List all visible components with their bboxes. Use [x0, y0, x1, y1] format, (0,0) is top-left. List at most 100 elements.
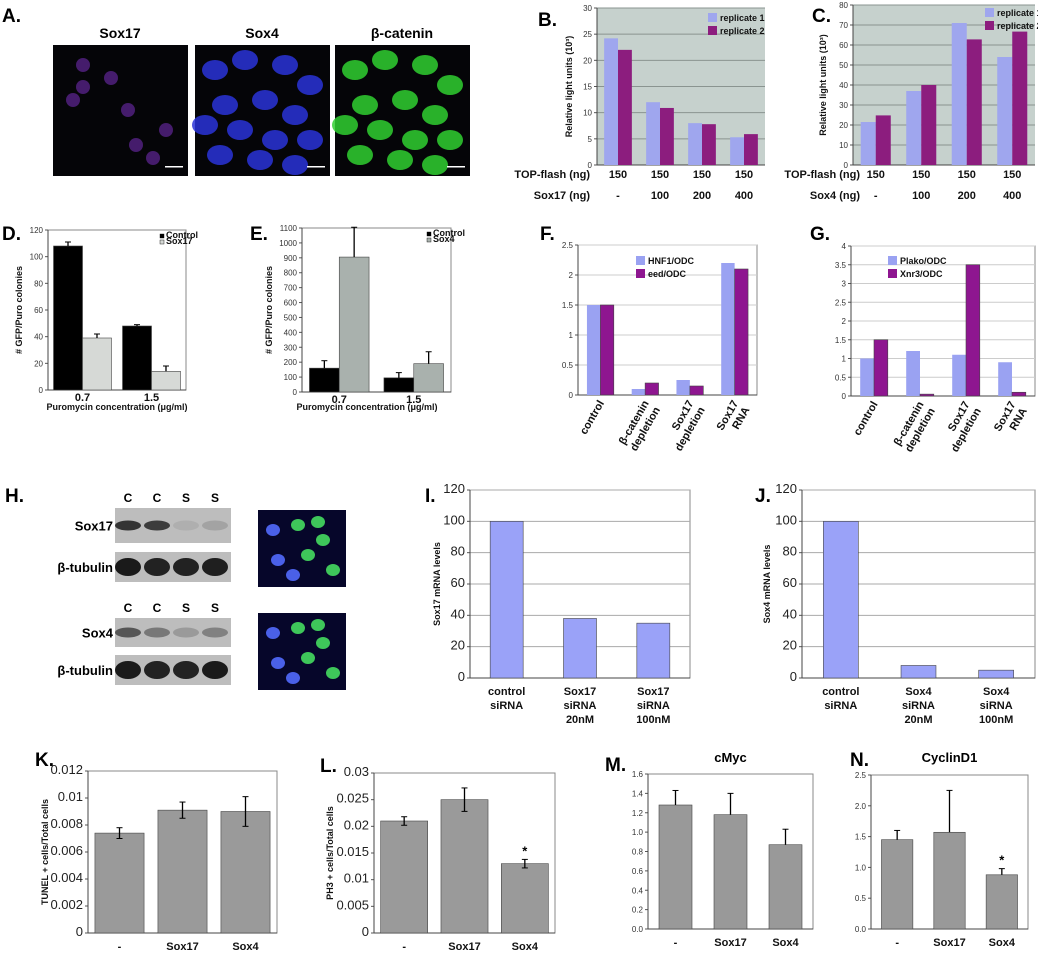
cell — [437, 75, 463, 95]
lane-label: S — [182, 491, 190, 505]
y-tick-label: 1.5 — [855, 833, 867, 842]
cell — [412, 55, 438, 75]
cell — [352, 95, 378, 115]
x-category-label: 0.7 — [332, 394, 347, 406]
cell — [387, 150, 413, 170]
x-category-label: Sox17 — [564, 686, 596, 698]
bar — [631, 389, 646, 395]
y-tick-label: 0 — [588, 161, 593, 170]
panel-label-b: B. — [538, 10, 557, 31]
blot-band — [115, 661, 141, 679]
micrograph-3 — [332, 45, 470, 176]
blot-band — [202, 661, 228, 679]
x-row-value: 150 — [912, 169, 930, 181]
y-tick-label: 60 — [451, 575, 465, 590]
legend-swatch — [636, 269, 645, 278]
x-category-label: 0.7 — [75, 392, 90, 404]
legend-label: replicate 1 — [720, 13, 765, 23]
cell — [121, 103, 135, 117]
bar — [721, 263, 735, 395]
legend-label: Sox4 — [433, 234, 455, 244]
bar — [380, 820, 428, 934]
panel-label-h: H. — [5, 486, 24, 507]
x-row-value: 400 — [1003, 190, 1021, 202]
y-tick-label: 2.5 — [562, 241, 574, 250]
chart-i: 0 20 40 60 80 100 120 control siRNA Sox17 siRNA 20n… — [432, 481, 691, 726]
bar — [676, 380, 690, 395]
cell — [266, 627, 280, 639]
micrograph-1 — [53, 45, 188, 176]
bar — [965, 264, 981, 397]
x-category-label: Sox17depletion — [662, 398, 708, 453]
blot-band — [144, 520, 170, 531]
scale-bar — [165, 166, 183, 168]
cell — [247, 150, 273, 170]
y-tick-label: 0.0 — [855, 925, 867, 934]
x-category-label: - — [118, 941, 122, 953]
x-category-label: Sox4 — [983, 686, 1010, 698]
y-tick-label: 0.025 — [336, 791, 369, 806]
legend-swatch — [159, 239, 165, 245]
panel-label-c: C. — [812, 6, 831, 27]
significance-asterisk: * — [999, 853, 1005, 868]
bar — [906, 91, 922, 165]
micrograph-title: β-catenin — [371, 25, 433, 41]
bar — [151, 371, 181, 391]
bar — [600, 304, 615, 396]
cell — [76, 58, 90, 72]
cell — [297, 130, 323, 150]
blot-label: Sox17 — [75, 519, 113, 534]
x-category-label: - — [674, 937, 678, 949]
cell — [326, 667, 340, 679]
x-category-label: control — [852, 400, 881, 438]
y-tick-label: 0.004 — [50, 870, 83, 885]
bar — [82, 337, 112, 391]
x-category-label: - — [402, 941, 406, 953]
y-axis-label: Sox4 mRNA levels — [762, 545, 772, 624]
bar — [702, 124, 716, 165]
bar — [921, 85, 937, 165]
blot-band — [115, 558, 141, 576]
x-row-value: 100 — [912, 190, 930, 202]
x-category-label: Sox17 — [637, 686, 669, 698]
y-tick-label: 800 — [284, 269, 298, 278]
cell — [311, 619, 325, 631]
legend-swatch — [426, 237, 432, 243]
y-tick-label: 200 — [284, 358, 298, 367]
y-tick-label: 2.5 — [835, 298, 847, 307]
chart-title: CyclinD1 — [922, 750, 978, 765]
cell — [146, 151, 160, 165]
cell — [437, 130, 463, 150]
bar — [875, 115, 891, 165]
x-row-value: - — [616, 190, 620, 202]
blot-label: β-tubulin — [57, 560, 113, 575]
lane-label: S — [182, 601, 190, 615]
y-tick-label: 0.5 — [855, 894, 867, 903]
y-tick-label: 1.5 — [835, 336, 847, 345]
y-tick-label: 120 — [30, 226, 44, 235]
western-blot: β-tubulin — [57, 552, 231, 582]
x-row-label: TOP-flash (ng) — [784, 169, 860, 181]
blot-band — [173, 558, 199, 576]
bar — [978, 669, 1014, 679]
y-tick-label: 0.002 — [50, 897, 83, 912]
lane-label: S — [211, 601, 219, 615]
y-axis-label: TUNEL + cells/Total cells — [40, 799, 50, 905]
y-tick-label: 400 — [284, 328, 298, 337]
blot-band — [202, 520, 228, 531]
chart-k: 0 0.002 0.004 0.006 0.008 0.01 0.012 - Sox17 Sox4… — [40, 762, 278, 953]
cell — [332, 115, 358, 135]
bar — [413, 363, 444, 393]
legend-label: eed/ODC — [648, 269, 687, 279]
bar — [744, 134, 758, 165]
x-axis-label: Puromycin concentration (μg/ml) — [46, 402, 187, 412]
y-axis-label: Relative light units (10³) — [818, 34, 828, 136]
x-category-label: control — [822, 686, 859, 698]
bar — [383, 377, 415, 393]
cell — [316, 534, 330, 546]
y-tick-label: 60 — [839, 41, 848, 50]
bar — [157, 809, 208, 934]
blot-band — [173, 627, 199, 638]
y-tick-label: 4 — [842, 242, 847, 251]
